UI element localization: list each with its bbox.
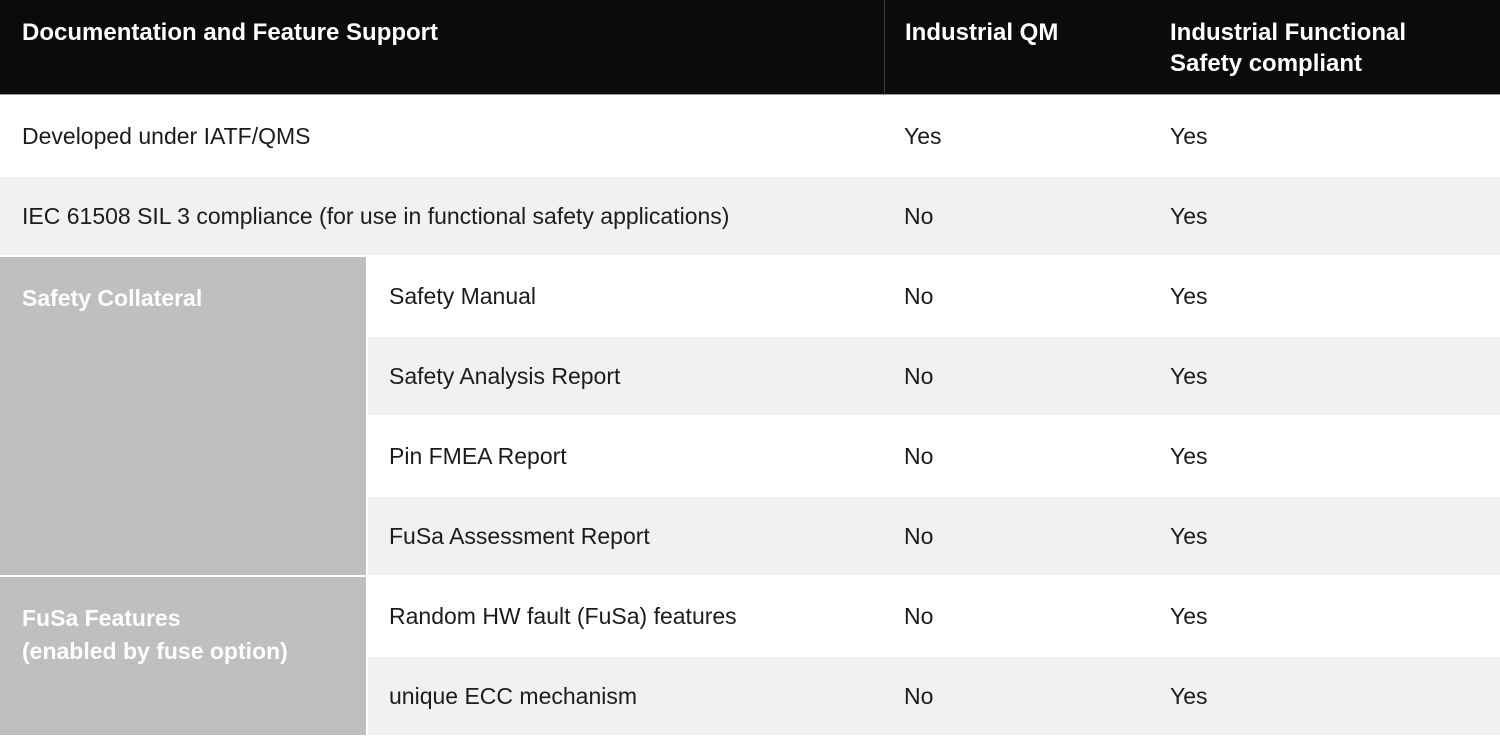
cell-random-hw-fault-fusa: Yes [1170, 602, 1208, 629]
row-label-developed-under-iatf-qms: Developed under IATF/QMS [22, 122, 311, 149]
row-label-safety-manual: Safety Manual [366, 257, 884, 335]
section-header-safety-collateral: Safety Collateral [0, 257, 366, 575]
row-label-random-hw-fault-features: Random HW fault (FuSa) features [366, 577, 884, 655]
cell-random-hw-fault-qm: No [904, 602, 934, 629]
cell-developed-under-iatf-qms-fusa: Yes [1170, 122, 1208, 149]
section-header-fusa-features: FuSa Features (enabled by fuse option) [0, 577, 366, 735]
cell-unique-ecc-mechanism-fusa: Yes [1150, 657, 1500, 735]
cell-iec-61508-sil3-qm: No [884, 177, 1150, 255]
row-label-iec-61508-sil3-compliance: IEC 61508 SIL 3 compliance (for use in f… [0, 177, 884, 255]
cell-safety-manual-fusa: Yes [1170, 282, 1208, 309]
row-label-fusa-assessment-report: FuSa Assessment Report [366, 497, 884, 575]
cell-pin-fmea-report-fusa: Yes [1170, 442, 1208, 469]
section-title-line: Safety Collateral [22, 285, 203, 311]
section-title-line: FuSa Features [22, 605, 181, 631]
cell-safety-manual-qm: No [904, 282, 934, 309]
row-label-unique-ecc-mechanism: unique ECC mechanism [366, 657, 884, 735]
cell-fusa-assessment-report-fusa: Yes [1150, 497, 1500, 575]
cell-developed-under-iatf-qms-qm: Yes [904, 122, 942, 149]
section-title-line: (enabled by fuse option) [22, 638, 288, 664]
cell-pin-fmea-report-qm: No [904, 442, 934, 469]
row-label-pin-fmea-report: Pin FMEA Report [366, 417, 884, 495]
cell-iec-61508-sil3-fusa: Yes [1150, 177, 1500, 255]
row-label-safety-analysis-report: Safety Analysis Report [366, 337, 884, 415]
header-industrial-qm: Industrial QM [884, 0, 1150, 95]
cell-unique-ecc-mechanism-qm: No [884, 657, 1150, 735]
cell-fusa-assessment-report-qm: No [884, 497, 1150, 575]
header-industrial-functional-safety: Industrial Functional Safety compliant [1150, 0, 1500, 95]
cell-safety-analysis-report-qm: No [884, 337, 1150, 415]
cell-safety-analysis-report-fusa: Yes [1150, 337, 1500, 415]
header-documentation-and-feature-support: Documentation and Feature Support [0, 0, 884, 95]
